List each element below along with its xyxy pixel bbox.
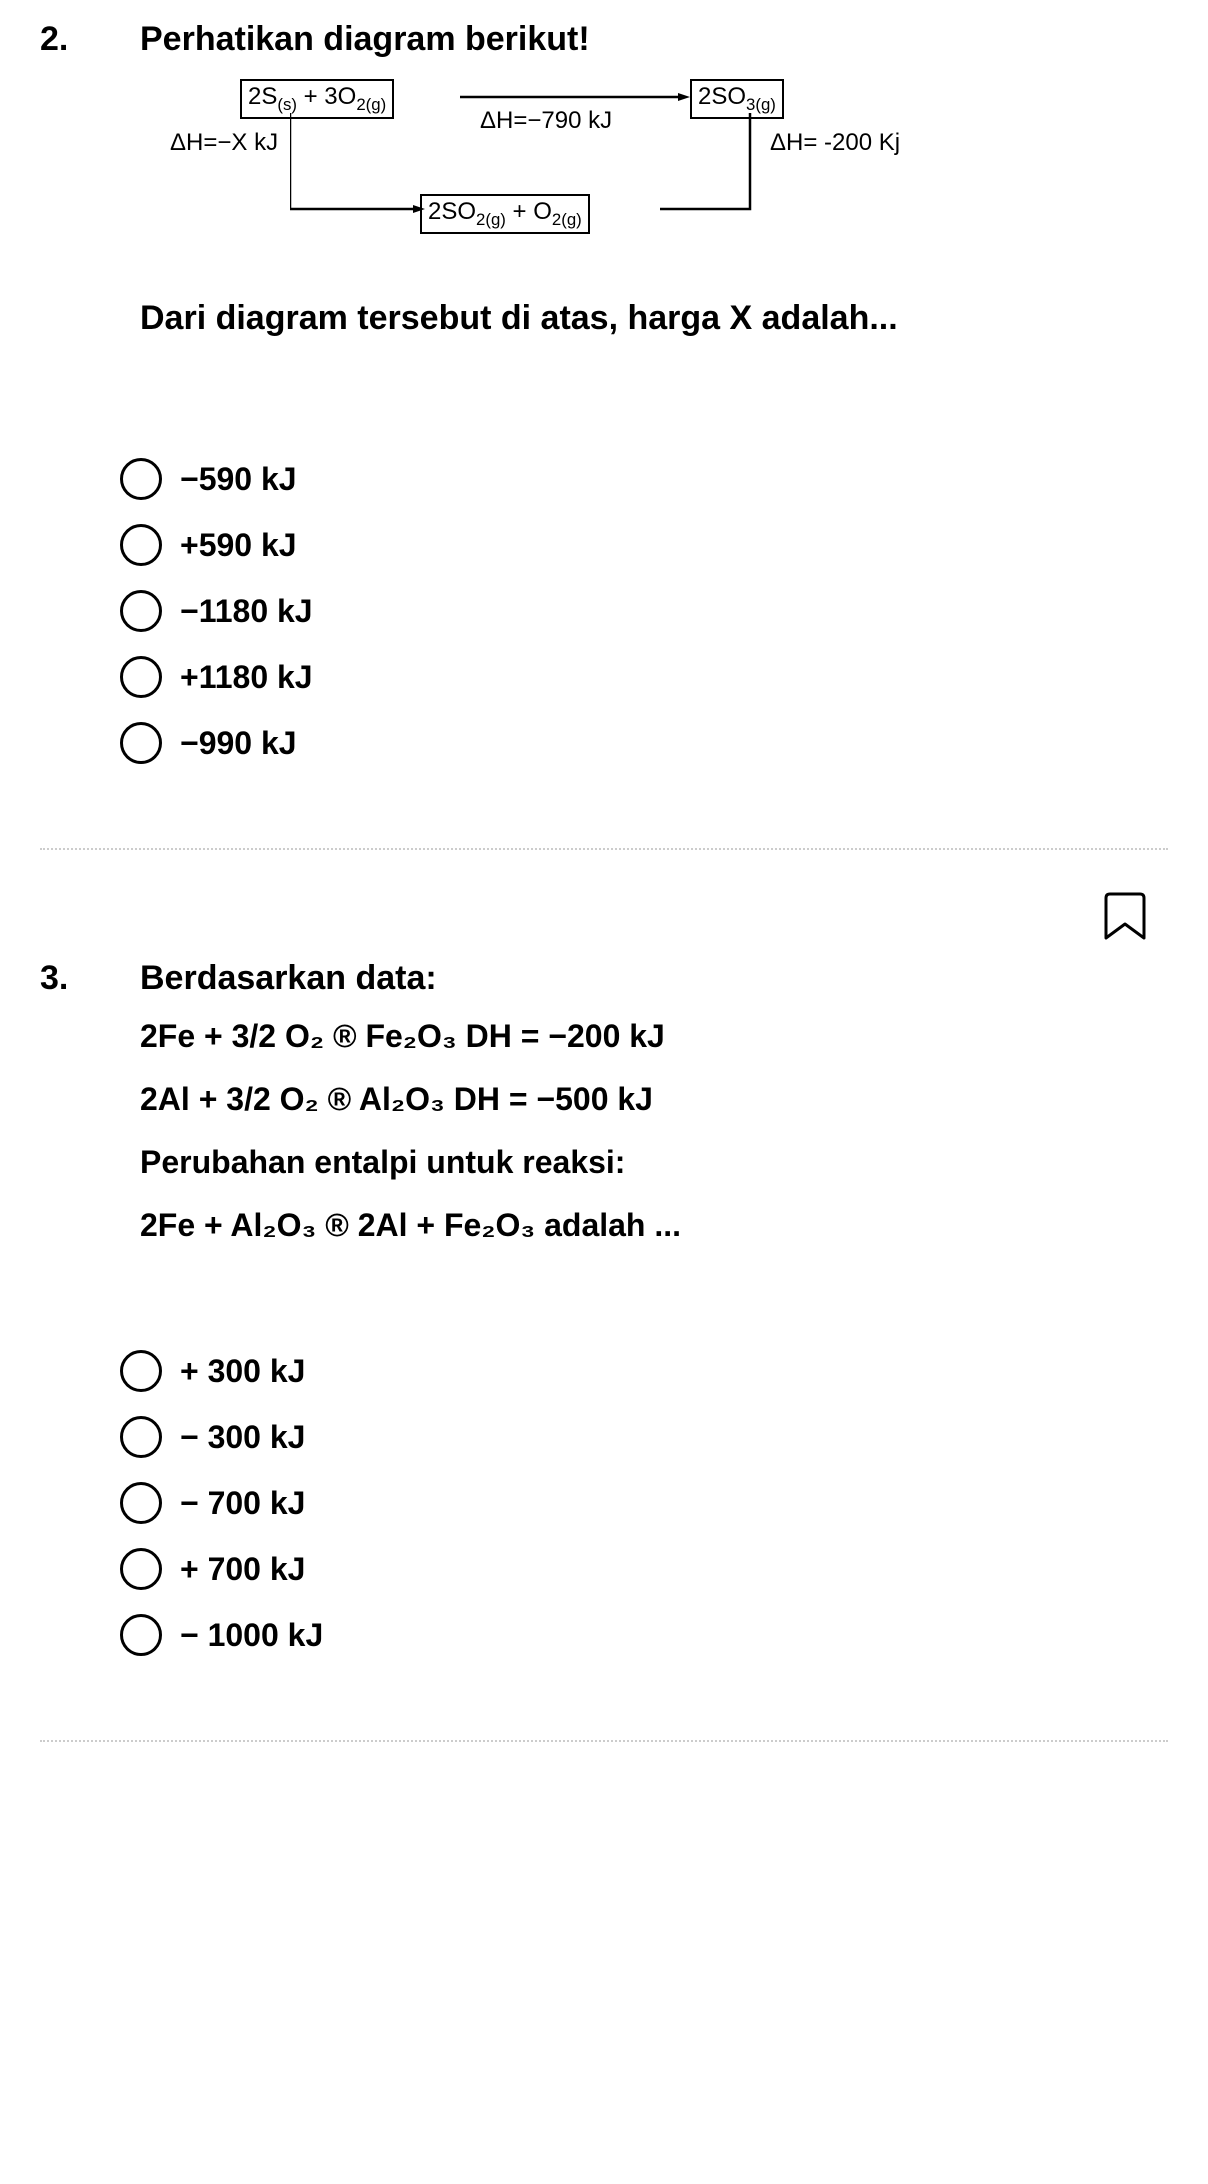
question-title: Perhatikan diagram berikut!	[140, 20, 1168, 59]
option-label: − 700 kJ	[180, 1485, 305, 1522]
bookmark-icon[interactable]	[1102, 890, 1148, 949]
option-label: +590 kJ	[180, 527, 297, 564]
option-label: −1180 kJ	[180, 593, 313, 630]
option[interactable]: −1180 kJ	[120, 590, 1168, 632]
body-line: 2Al + 3/2 O₂ ® Al₂O₃ DH = −500 kJ	[140, 1081, 1168, 1118]
question-title: Berdasarkan data:	[140, 959, 1168, 998]
radio-icon[interactable]	[120, 524, 162, 566]
options-list: + 300 kJ − 300 kJ − 700 kJ + 700 kJ − 10…	[120, 1350, 1168, 1656]
options-list: −590 kJ +590 kJ −1180 kJ +1180 kJ −990 k…	[120, 458, 1168, 764]
radio-icon[interactable]	[120, 1482, 162, 1524]
option-label: − 1000 kJ	[180, 1617, 323, 1654]
question-body: 2Fe + 3/2 O₂ ® Fe₂O₃ DH = −200 kJ 2Al + …	[140, 1018, 1168, 1244]
option[interactable]: +590 kJ	[120, 524, 1168, 566]
page: 2. Perhatikan diagram berikut! 2S(s) + 3…	[0, 0, 1208, 1822]
option-label: + 700 kJ	[180, 1551, 305, 1588]
question-subtext: Dari diagram tersebut di atas, harga X a…	[140, 299, 1168, 338]
option[interactable]: + 700 kJ	[120, 1548, 1168, 1590]
arrow-top-label: ΔH=−790 kJ	[480, 107, 612, 135]
diagram-box-intermediate: 2SO2(g) + O2(g)	[420, 194, 590, 234]
option[interactable]: +1180 kJ	[120, 656, 1168, 698]
radio-icon[interactable]	[120, 722, 162, 764]
radio-icon[interactable]	[120, 1350, 162, 1392]
radio-icon[interactable]	[120, 1548, 162, 1590]
arrow-left-path	[290, 113, 425, 218]
energy-diagram: 2S(s) + 3O2(g) 2SO3(g) 2SO2(g) + O2(g) Δ…	[160, 79, 1168, 249]
radio-icon[interactable]	[120, 656, 162, 698]
radio-icon[interactable]	[120, 1614, 162, 1656]
question-number: 3.	[40, 959, 140, 998]
arrow-right-path	[660, 113, 760, 218]
question-header: 2. Perhatikan diagram berikut!	[40, 20, 1168, 59]
question-2: 2. Perhatikan diagram berikut! 2S(s) + 3…	[40, 20, 1168, 850]
question-number: 2.	[40, 20, 140, 59]
radio-icon[interactable]	[120, 590, 162, 632]
question-header: 3. Berdasarkan data:	[40, 959, 1168, 998]
option[interactable]: − 700 kJ	[120, 1482, 1168, 1524]
body-line: 2Fe + 3/2 O₂ ® Fe₂O₃ DH = −200 kJ	[140, 1018, 1168, 1055]
option-label: +1180 kJ	[180, 659, 313, 696]
body-line: 2Fe + Al₂O₃ ® 2Al + Fe₂O₃ adalah ...	[140, 1207, 1168, 1244]
radio-icon[interactable]	[120, 458, 162, 500]
question-3: 3. Berdasarkan data: 2Fe + 3/2 O₂ ® Fe₂O…	[40, 959, 1168, 1742]
option[interactable]: + 300 kJ	[120, 1350, 1168, 1392]
option-label: + 300 kJ	[180, 1353, 305, 1390]
option[interactable]: − 1000 kJ	[120, 1614, 1168, 1656]
option-label: −990 kJ	[180, 725, 297, 762]
option-label: − 300 kJ	[180, 1419, 305, 1456]
option[interactable]: −590 kJ	[120, 458, 1168, 500]
option[interactable]: − 300 kJ	[120, 1416, 1168, 1458]
left-delta-h-label: ΔH=−X kJ	[170, 129, 278, 157]
right-delta-h-label: ΔH= -200 Kj	[770, 129, 900, 157]
bookmark-row	[40, 890, 1168, 959]
option-label: −590 kJ	[180, 461, 297, 498]
body-line: Perubahan entalpi untuk reaksi:	[140, 1144, 1168, 1181]
option[interactable]: −990 kJ	[120, 722, 1168, 764]
radio-icon[interactable]	[120, 1416, 162, 1458]
